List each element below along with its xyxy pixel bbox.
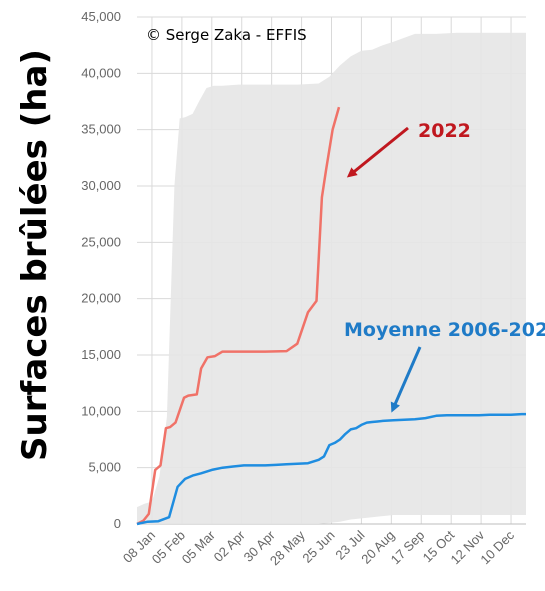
y-tick-label: 0: [114, 516, 121, 531]
annotation-2022: 2022: [418, 120, 471, 142]
y-tick-label: 40,000: [81, 65, 121, 80]
x-tick-label: 25 Jun: [299, 528, 337, 566]
y-axis-label: Surfaces brûlées (ha): [15, 49, 55, 461]
y-tick-label: 30,000: [81, 178, 121, 193]
y-tick-label: 45,000: [81, 9, 121, 24]
range-band-area: [137, 32, 526, 525]
annotation-mean: Moyenne 2006-2021: [344, 319, 545, 341]
y-tick-label: 20,000: [81, 291, 121, 306]
series-line-2022: [136, 106, 341, 526]
annotation-mean-arrow: [390, 346, 422, 413]
annotation-2022-arrow: [346, 126, 409, 178]
credit-text: © Serge Zaka - EFFIS: [146, 26, 307, 44]
x-tick-label: 10 Dec: [477, 527, 517, 567]
x-tick-label: 05 Mar: [179, 527, 219, 567]
y-tick-label: 5,000: [88, 460, 121, 475]
x-tick-label: 28 May: [267, 527, 308, 568]
y-tick-label: 10,000: [81, 403, 121, 418]
x-tick-label: 17 Sep: [388, 528, 428, 568]
x-tick-label: 02 Apr: [211, 527, 249, 565]
series-line-mean-2006-2021: [136, 412, 526, 526]
y-axis-ticks: 0 5,000 10,000 15,000 20,000 25,000 30,000 35,0…: [81, 9, 121, 531]
series-layer: [136, 106, 526, 526]
y-tick-label: 25,000: [81, 234, 121, 249]
y-tick-label: 35,000: [81, 122, 121, 137]
y-tick-label: 15,000: [81, 347, 121, 362]
